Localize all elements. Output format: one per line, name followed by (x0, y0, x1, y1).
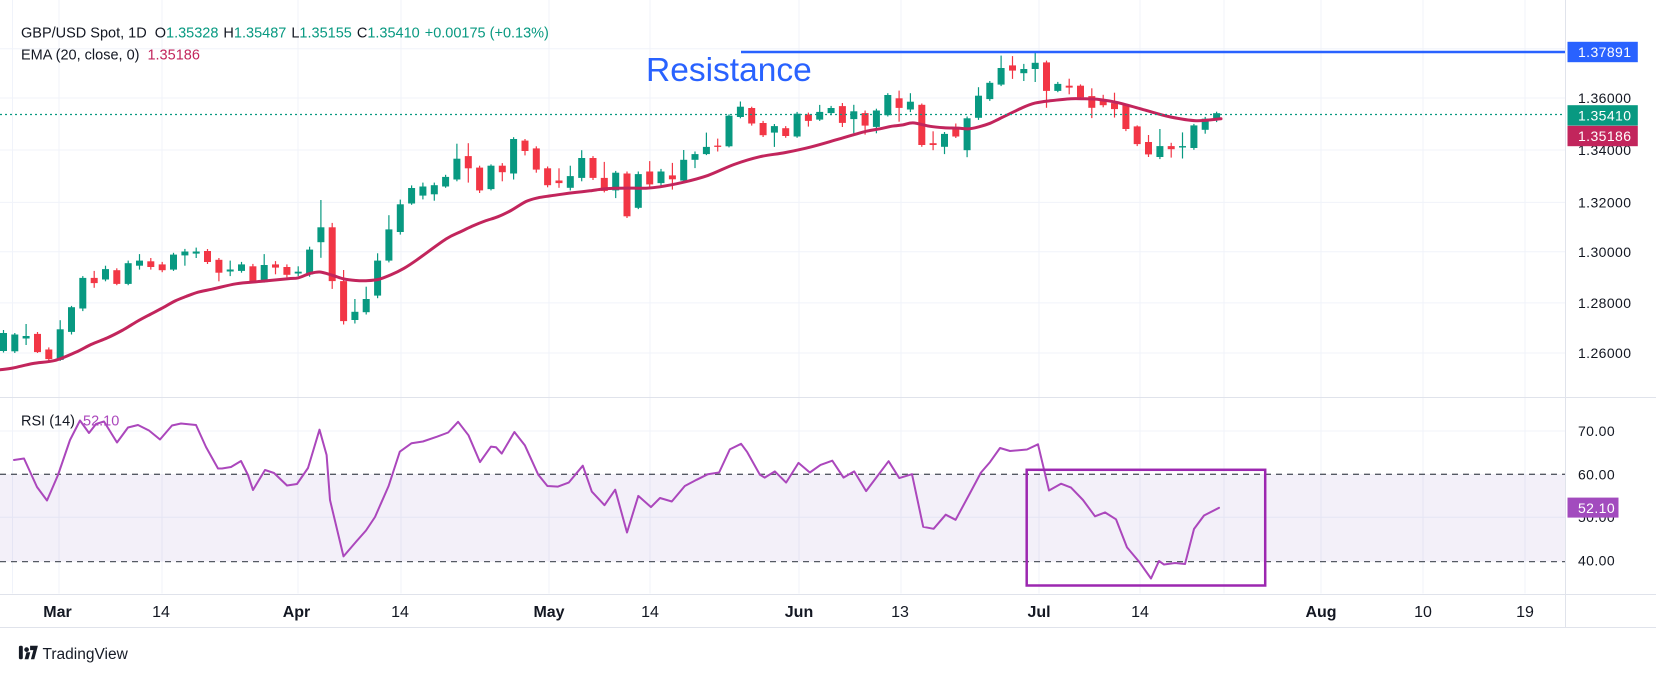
svg-text:Aug: Aug (1305, 604, 1336, 621)
svg-text:1.36000: 1.36000 (1578, 90, 1631, 106)
svg-text:Jun: Jun (785, 604, 813, 621)
svg-text:13: 13 (891, 604, 909, 621)
svg-text:May: May (533, 604, 564, 621)
svg-text:14: 14 (152, 604, 170, 621)
svg-text:10: 10 (1414, 604, 1432, 621)
svg-text:40.00: 40.00 (1578, 553, 1615, 569)
svg-text:14: 14 (1131, 604, 1149, 621)
svg-text:1.32000: 1.32000 (1578, 194, 1631, 210)
svg-text:RSI (14)52.10: RSI (14) 52.10 (21, 414, 119, 430)
svg-text:Mar: Mar (43, 604, 71, 621)
svg-text:Jul: Jul (1027, 604, 1050, 621)
svg-text:14: 14 (641, 604, 659, 621)
svg-text:Apr: Apr (283, 604, 311, 621)
svg-text:1.35410: 1.35410 (1578, 107, 1631, 123)
svg-text:Resistance: Resistance (646, 52, 812, 89)
svg-text:1.28000: 1.28000 (1578, 295, 1631, 311)
svg-text:EMA (20, close, 0)1.35186: EMA (20, close, 0) 1.35186 (21, 47, 200, 63)
svg-text:19: 19 (1516, 604, 1534, 621)
svg-text:1.37891: 1.37891 (1578, 44, 1631, 60)
svg-text:1.30000: 1.30000 (1578, 244, 1631, 260)
svg-text:TradingView: TradingView (43, 646, 129, 663)
svg-text:1.35186: 1.35186 (1578, 128, 1631, 144)
svg-text:1.26000: 1.26000 (1578, 345, 1631, 361)
svg-text:60.00: 60.00 (1578, 466, 1615, 482)
svg-text:52.10: 52.10 (1578, 500, 1615, 516)
svg-text:14: 14 (391, 604, 409, 621)
svg-text:70.00: 70.00 (1578, 423, 1615, 439)
